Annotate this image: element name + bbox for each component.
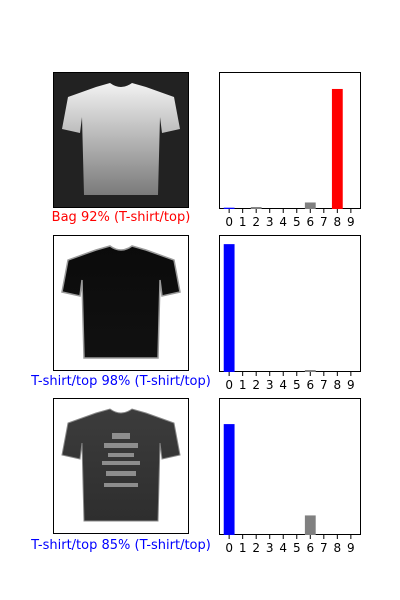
tshirt-shape-1: [61, 245, 181, 359]
bar-0: [223, 244, 235, 372]
x-tick-label-5: 5: [293, 378, 301, 392]
x-tick-label-9: 9: [347, 378, 355, 392]
x-tick-label-2: 2: [252, 541, 260, 555]
x-tick-label-6: 6: [306, 541, 314, 555]
x-tick-label-4: 4: [279, 541, 287, 555]
bar-6: [304, 370, 316, 372]
bar-0: [223, 424, 235, 535]
x-tick-label-2: 2: [252, 215, 260, 229]
x-tick-label-4: 4: [279, 378, 287, 392]
image-panel-row-2: [53, 398, 189, 534]
x-tick-label-1: 1: [239, 378, 247, 392]
shirt-print-graphic: [102, 433, 140, 487]
tshirt-shape-0: [62, 83, 180, 195]
x-tick-label-9: 9: [347, 215, 355, 229]
x-tick-label-8: 8: [334, 378, 342, 392]
bar-0: [223, 207, 235, 209]
x-tick-label-3: 3: [266, 541, 274, 555]
x-tick-label-8: 8: [334, 215, 342, 229]
image-panel-row-1: [53, 235, 189, 371]
x-tick-label-8: 8: [334, 541, 342, 555]
prediction-caption-1: T-shirt/top 98% (T-shirt/top): [31, 374, 211, 389]
tshirt-image-2: [54, 399, 188, 533]
bar-6: [304, 515, 316, 535]
x-tick-label-0: 0: [225, 541, 233, 555]
x-tick-label-4: 4: [279, 215, 287, 229]
x-tick-label-7: 7: [320, 541, 328, 555]
x-tick-label-9: 9: [347, 541, 355, 555]
x-tick-label-0: 0: [225, 378, 233, 392]
x-tick-label-5: 5: [293, 215, 301, 229]
x-tick-label-7: 7: [320, 378, 328, 392]
x-tick-label-2: 2: [252, 378, 260, 392]
x-tick-label-6: 6: [306, 378, 314, 392]
x-tick-label-6: 6: [306, 215, 314, 229]
bar-8: [331, 88, 343, 209]
x-tick-label-3: 3: [266, 378, 274, 392]
x-tick-label-7: 7: [320, 215, 328, 229]
x-tick-label-1: 1: [239, 215, 247, 229]
x-tick-label-3: 3: [266, 215, 274, 229]
tshirt-image-0: [54, 73, 188, 207]
bar-6: [304, 202, 316, 209]
x-tick-label-0: 0: [225, 215, 233, 229]
x-tick-label-5: 5: [293, 541, 301, 555]
prediction-caption-0: Bag 92% (T-shirt/top): [51, 210, 191, 225]
x-tick-label-1: 1: [239, 541, 247, 555]
tshirt-image-1: [54, 236, 188, 370]
bar-2: [250, 207, 262, 209]
image-panel-row-0: [53, 72, 189, 208]
prediction-caption-2: T-shirt/top 85% (T-shirt/top): [31, 538, 211, 553]
